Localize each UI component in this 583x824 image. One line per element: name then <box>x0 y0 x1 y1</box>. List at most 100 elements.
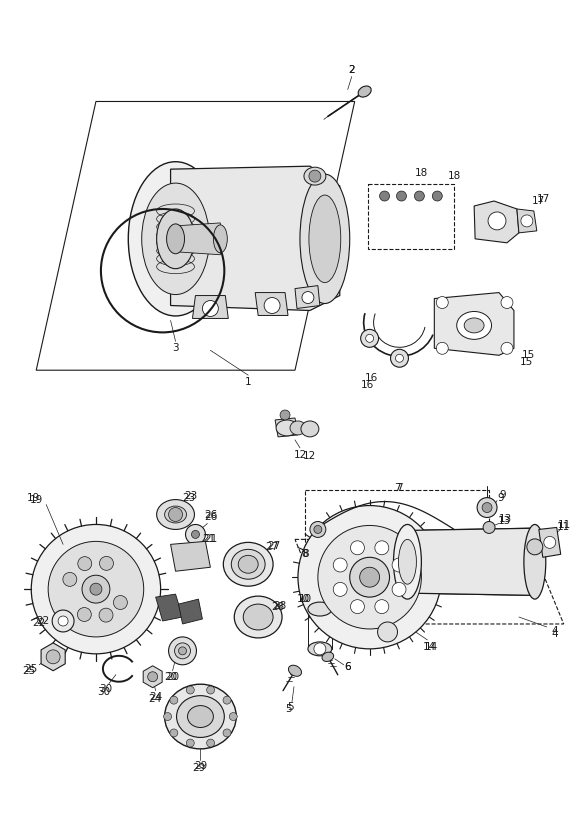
Text: 25: 25 <box>23 666 36 676</box>
Circle shape <box>164 713 171 720</box>
Text: 17: 17 <box>532 196 546 206</box>
Ellipse shape <box>524 524 546 599</box>
Text: 5: 5 <box>287 701 293 712</box>
Circle shape <box>31 524 161 653</box>
Ellipse shape <box>167 224 184 254</box>
Circle shape <box>229 713 237 720</box>
Ellipse shape <box>394 524 422 599</box>
Ellipse shape <box>238 555 258 574</box>
Ellipse shape <box>301 421 319 437</box>
Text: 16: 16 <box>361 380 374 390</box>
Ellipse shape <box>290 421 306 435</box>
Text: 2: 2 <box>349 64 355 75</box>
Text: 10: 10 <box>296 594 310 604</box>
Ellipse shape <box>304 167 326 185</box>
Circle shape <box>314 643 326 655</box>
Circle shape <box>309 171 321 182</box>
Text: 8: 8 <box>301 550 308 559</box>
Text: 1: 1 <box>245 377 251 387</box>
Text: 10: 10 <box>298 594 311 604</box>
Circle shape <box>527 539 543 555</box>
Circle shape <box>302 292 314 303</box>
Text: 29: 29 <box>192 763 205 773</box>
Polygon shape <box>192 296 229 318</box>
Ellipse shape <box>358 86 371 97</box>
Circle shape <box>433 191 442 201</box>
Circle shape <box>392 583 406 597</box>
Circle shape <box>48 541 143 637</box>
Circle shape <box>350 557 389 597</box>
Circle shape <box>78 607 92 621</box>
Polygon shape <box>275 418 298 437</box>
Circle shape <box>366 335 374 342</box>
Ellipse shape <box>164 506 187 523</box>
Text: 18: 18 <box>448 171 461 181</box>
Circle shape <box>147 672 157 681</box>
Text: 24: 24 <box>149 691 162 702</box>
Circle shape <box>82 575 110 603</box>
Circle shape <box>501 342 513 354</box>
Circle shape <box>63 573 77 587</box>
Text: 13: 13 <box>498 514 512 525</box>
Text: 22: 22 <box>37 616 50 626</box>
Ellipse shape <box>464 318 484 333</box>
Circle shape <box>375 541 389 555</box>
Text: 9: 9 <box>500 489 506 499</box>
Text: 5: 5 <box>285 704 292 714</box>
Polygon shape <box>539 527 561 557</box>
Text: 11: 11 <box>558 521 571 531</box>
Circle shape <box>187 686 194 694</box>
Text: 11: 11 <box>557 522 570 532</box>
Text: 3: 3 <box>172 344 179 353</box>
Ellipse shape <box>308 642 332 656</box>
Circle shape <box>168 637 196 665</box>
Polygon shape <box>474 201 519 243</box>
Circle shape <box>170 696 178 705</box>
Circle shape <box>223 729 231 737</box>
Circle shape <box>168 508 182 522</box>
Circle shape <box>90 583 102 595</box>
Text: 18: 18 <box>415 168 428 178</box>
Text: 26: 26 <box>204 513 217 522</box>
Polygon shape <box>143 666 162 688</box>
Text: 13: 13 <box>497 517 511 527</box>
Circle shape <box>392 558 406 572</box>
Text: 19: 19 <box>27 493 40 503</box>
Circle shape <box>99 608 113 622</box>
Polygon shape <box>295 286 320 308</box>
Circle shape <box>333 583 347 597</box>
Circle shape <box>314 526 322 533</box>
Circle shape <box>395 354 403 363</box>
Circle shape <box>170 729 178 737</box>
Ellipse shape <box>188 705 213 728</box>
Circle shape <box>318 526 422 629</box>
Text: 24: 24 <box>148 694 161 704</box>
Text: 14: 14 <box>424 642 438 652</box>
Text: 9: 9 <box>498 493 504 503</box>
Text: 16: 16 <box>365 373 378 383</box>
Circle shape <box>264 297 280 313</box>
Circle shape <box>488 212 506 230</box>
Text: 12: 12 <box>303 451 317 461</box>
Circle shape <box>477 498 497 517</box>
Text: 30: 30 <box>99 684 113 694</box>
Text: 15: 15 <box>520 358 533 368</box>
Text: 14: 14 <box>423 642 436 652</box>
Circle shape <box>78 557 92 570</box>
Circle shape <box>187 739 194 747</box>
Polygon shape <box>368 184 454 249</box>
Text: 19: 19 <box>30 494 43 504</box>
Circle shape <box>310 522 326 537</box>
Circle shape <box>191 531 199 538</box>
Text: 4: 4 <box>552 626 558 636</box>
Circle shape <box>375 600 389 614</box>
Circle shape <box>415 191 424 201</box>
Circle shape <box>298 506 441 648</box>
Circle shape <box>185 524 205 545</box>
Ellipse shape <box>177 695 224 737</box>
Text: 28: 28 <box>272 602 285 612</box>
Circle shape <box>206 739 215 747</box>
Ellipse shape <box>213 225 227 253</box>
Ellipse shape <box>142 183 209 294</box>
Text: 6: 6 <box>345 662 351 672</box>
